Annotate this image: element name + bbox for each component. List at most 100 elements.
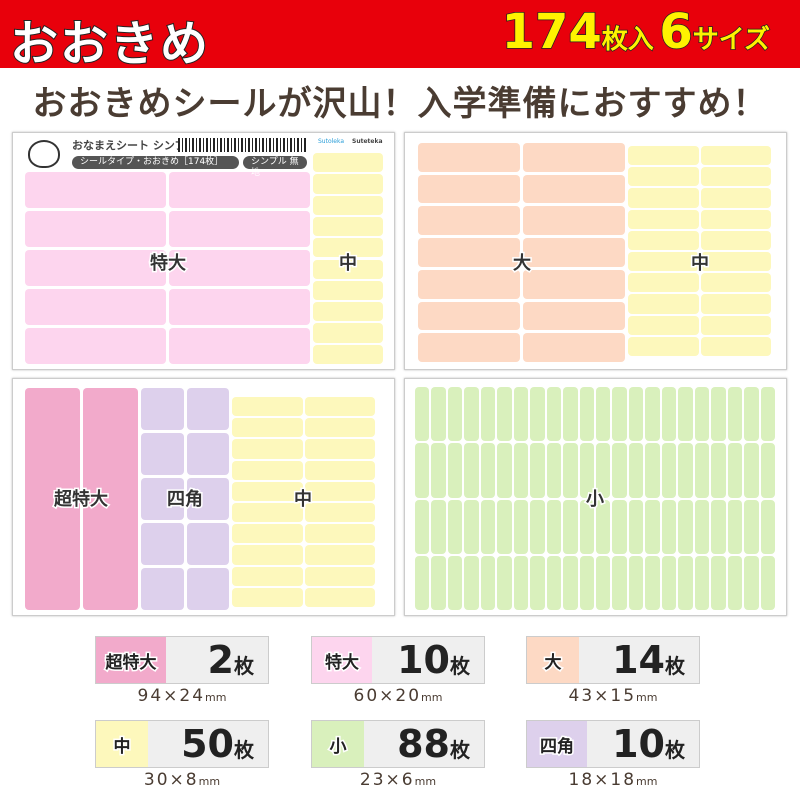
sticker-chu xyxy=(313,344,383,364)
sticker-chu xyxy=(313,238,383,258)
sticker-sho xyxy=(447,499,463,554)
sticker-sho xyxy=(563,555,578,610)
sticker-chu xyxy=(232,418,303,438)
sticker-sho xyxy=(464,443,479,498)
label-sho: 小 xyxy=(585,488,606,512)
size-count: 50枚 xyxy=(181,722,254,766)
sticker-sho xyxy=(744,499,759,554)
sticker-chu xyxy=(313,259,383,279)
label-chu: 中 xyxy=(293,488,314,512)
sticker-chotokudai xyxy=(83,388,138,610)
sticker-sho xyxy=(546,443,562,498)
sticker-dai xyxy=(523,333,625,362)
sticker-chu xyxy=(628,294,699,314)
size-count: 88枚 xyxy=(397,722,470,766)
sheet-type: シールタイプ・おおきめ［174枚］ xyxy=(72,156,239,169)
sticker-sho xyxy=(447,387,463,442)
sticker-sho xyxy=(480,555,496,610)
sticker-sho xyxy=(497,387,512,442)
sticker-sho xyxy=(727,555,743,610)
sticker-sho xyxy=(711,499,726,554)
sticker-chu xyxy=(313,302,383,322)
label-tokudai: 特大 xyxy=(149,252,188,276)
sticker-chu xyxy=(232,587,303,607)
sticker-chu xyxy=(232,439,303,459)
sticker-sho xyxy=(513,555,529,610)
sticker-dai xyxy=(523,143,625,172)
sticker-tokudai xyxy=(25,172,166,208)
sticker-chu xyxy=(628,188,699,208)
sticker-chu xyxy=(313,280,383,301)
sticker-chu xyxy=(313,323,383,343)
sticker-dai xyxy=(418,206,520,236)
sticker-sho xyxy=(612,555,627,610)
sticker-chu xyxy=(304,587,375,607)
sticker-sho xyxy=(596,555,611,610)
header-title: おおきめ xyxy=(9,15,211,73)
sticker-sho xyxy=(694,499,710,554)
sticker-tokudai xyxy=(25,250,166,286)
sticker-dai xyxy=(523,206,625,236)
sticker-tokudai xyxy=(25,328,166,364)
sticker-sho xyxy=(727,499,743,554)
sticker-chu xyxy=(304,524,375,544)
sticker-chu xyxy=(304,439,375,459)
sticker-chu xyxy=(304,397,375,417)
sticker-sho xyxy=(596,387,611,442)
sticker-sho xyxy=(628,387,644,442)
sticker-sho xyxy=(678,499,693,554)
sticker-chu xyxy=(304,460,375,480)
sticker-sho xyxy=(447,555,463,610)
sticker-sho xyxy=(596,443,611,498)
sticker-sho xyxy=(727,443,743,498)
sticker-shikaku xyxy=(186,568,229,610)
sheet-name: おなまえシート シンプル xyxy=(72,139,197,152)
size-badge: 小 88枚 xyxy=(311,720,485,768)
sticker-chu xyxy=(628,230,699,250)
sticker-sho xyxy=(694,555,710,610)
size-label: 四角 xyxy=(527,721,587,767)
sticker-sho xyxy=(744,555,759,610)
sticker-shikaku xyxy=(141,388,184,430)
sticker-sho xyxy=(760,443,775,498)
sticker-dai xyxy=(418,238,520,267)
sticker-sho xyxy=(579,499,594,554)
sticker-sho xyxy=(530,499,545,554)
sticker-sho xyxy=(645,499,660,554)
sticker-sho xyxy=(530,555,545,610)
sticker-chu xyxy=(700,336,771,356)
sticker-sho xyxy=(612,443,627,498)
size-dimensions: 60×20mm xyxy=(353,686,443,706)
sticker-sho xyxy=(579,387,594,442)
sticker-sho xyxy=(744,443,759,498)
sticker-chu xyxy=(628,315,699,335)
sticker-sho xyxy=(694,387,710,442)
sticker-chu xyxy=(628,273,699,293)
sticker-chu xyxy=(700,230,771,250)
sticker-sho xyxy=(546,555,562,610)
sticker-chu xyxy=(313,153,383,173)
sticker-dai xyxy=(523,174,625,204)
size-badge: 特大 10枚 xyxy=(311,636,485,684)
size-dimensions: 94×24mm xyxy=(137,686,227,706)
sticker-chu xyxy=(304,503,375,523)
sticker-sho xyxy=(546,387,562,442)
sticker-sho xyxy=(612,499,627,554)
sticker-sho xyxy=(530,387,545,442)
sticker-chu xyxy=(232,524,303,544)
sticker-sho xyxy=(563,499,578,554)
sticker-chu xyxy=(313,195,383,215)
sticker-chu xyxy=(313,174,383,194)
sticker-chu xyxy=(304,481,375,501)
sticker-sho xyxy=(661,555,677,610)
sticker-chu xyxy=(232,566,303,586)
sticker-sho xyxy=(760,499,775,554)
sticker-chu xyxy=(628,209,699,229)
sticker-dai xyxy=(523,301,625,331)
header-banner: おおきめ 174枚入 6サイズ xyxy=(0,0,800,73)
sticker-sho xyxy=(513,443,529,498)
cat-logo xyxy=(28,140,60,168)
sticker-sho xyxy=(415,555,430,610)
sticker-sho xyxy=(661,443,677,498)
label-chu: 中 xyxy=(690,252,711,276)
